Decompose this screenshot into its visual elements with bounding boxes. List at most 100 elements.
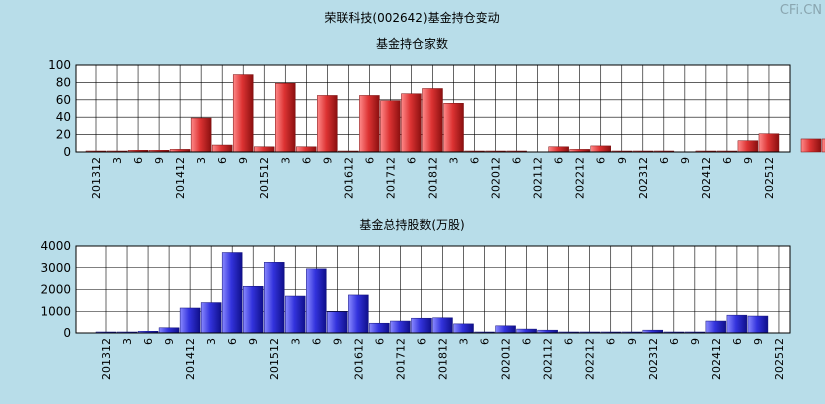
x-tick-label: 6	[553, 157, 566, 164]
x-tick-label: 3	[195, 157, 208, 164]
x-tick-label: 6	[216, 157, 229, 164]
y-tick-label: 60	[56, 93, 71, 107]
x-tick-label: 3	[279, 157, 292, 164]
x-tick-label: 9	[331, 338, 344, 345]
x-tick-label: 6	[142, 338, 155, 345]
y-tick-label: 20	[56, 128, 71, 142]
x-tick-label: 9	[237, 157, 250, 164]
bar	[275, 83, 296, 153]
bar	[516, 328, 537, 334]
bar	[453, 323, 474, 334]
bar	[190, 117, 212, 153]
bar	[401, 93, 422, 153]
x-tick-label: 9	[153, 157, 166, 164]
x-tick-label: 201712	[394, 338, 407, 380]
x-tick-label: 3	[448, 157, 461, 164]
bar	[359, 95, 380, 153]
x-tick-label: 9	[742, 157, 755, 164]
y-tick-label: 2000	[40, 283, 71, 297]
bar	[495, 325, 516, 334]
bar	[306, 268, 327, 334]
x-tick-label: 201512	[268, 338, 281, 380]
x-tick-label: 202412	[700, 157, 713, 199]
bar	[285, 295, 306, 334]
x-tick-label: 202012	[500, 338, 513, 380]
x-tick-label: 201512	[258, 157, 271, 199]
bar	[548, 146, 569, 153]
x-tick-label: 202012	[490, 157, 503, 199]
bar	[800, 138, 822, 153]
x-tick-label: 202112	[542, 338, 555, 380]
x-tick-label: 6	[132, 157, 145, 164]
x-tick-label: 6	[563, 338, 576, 345]
bar	[263, 262, 285, 334]
x-tick-label: 201312	[90, 157, 103, 199]
watermark: CFi.CN	[780, 3, 822, 18]
y-tick-label: 1000	[40, 304, 71, 318]
y-tick-label: 4000	[40, 239, 71, 253]
bar	[590, 145, 611, 153]
x-tick-label: 9	[689, 338, 702, 345]
bar	[380, 100, 401, 153]
x-tick-label: 202312	[637, 157, 650, 199]
bar	[253, 146, 275, 153]
bar	[369, 322, 390, 334]
x-tick-label: 201612	[342, 157, 355, 199]
y-tick-label: 3000	[40, 261, 71, 275]
y-tick-label: 0	[63, 145, 71, 159]
x-tick-label: 6	[363, 157, 376, 164]
x-tick-label: 3	[121, 338, 134, 345]
x-tick-label: 6	[415, 338, 428, 345]
y-tick-label: 0	[63, 326, 71, 340]
x-tick-label: 201412	[184, 338, 197, 380]
bar	[758, 133, 780, 153]
x-tick-label: 3	[111, 157, 124, 164]
bar	[821, 138, 825, 153]
x-tick-label: 9	[163, 338, 176, 345]
bar	[737, 140, 759, 153]
bar	[432, 317, 453, 334]
x-tick-label: 201612	[352, 338, 365, 380]
x-tick-label: 6	[595, 157, 608, 164]
x-tick-label: 6	[668, 338, 681, 345]
bar	[211, 144, 233, 153]
bar	[705, 320, 727, 334]
bar	[158, 327, 180, 334]
y-tick-label: 40	[56, 110, 71, 124]
bar	[747, 315, 769, 334]
bar	[411, 317, 432, 334]
x-tick-label: 3	[458, 338, 471, 345]
x-tick-label: 6	[310, 338, 323, 345]
bar	[443, 103, 464, 153]
x-tick-label: 3	[205, 338, 218, 345]
x-tick-label: 6	[479, 338, 492, 345]
chart-2-title: 基金总持股数(万股)	[359, 217, 464, 232]
x-tick-label: 6	[521, 338, 534, 345]
x-tick-label: 9	[626, 338, 639, 345]
x-tick-label: 202512	[773, 338, 786, 380]
x-tick-label: 201412	[174, 157, 187, 199]
bar	[390, 320, 411, 334]
bar	[242, 285, 264, 334]
holders-count-chart: 0 20 40 60 80 100 201312 3 6 9 201412 3 6 9 201512 3 6 9 2…	[48, 58, 825, 199]
bar	[327, 311, 348, 334]
x-tick-label: 6	[405, 157, 418, 164]
x-tick-label: 9	[679, 157, 692, 164]
x-tick-label: 9	[321, 157, 334, 164]
bar	[726, 314, 748, 334]
x-tick-label: 201712	[384, 157, 397, 199]
bar	[348, 294, 369, 334]
bar	[221, 252, 243, 334]
x-tick-label: 6	[731, 338, 744, 345]
x-tick-label: 6	[605, 338, 618, 345]
x-tick-label: 6	[721, 157, 734, 164]
plot-frame	[75, 64, 791, 153]
total-shares-chart: 0 1000 2000 3000 4000 201312 3 6 9 201412 3 6 9 20151…	[40, 239, 791, 380]
x-tick-label: 6	[658, 157, 671, 164]
x-tick-label: 201312	[100, 338, 113, 380]
x-tick-label: 202112	[532, 157, 545, 199]
bar	[317, 95, 338, 153]
y-tick-label: 100	[48, 58, 71, 72]
